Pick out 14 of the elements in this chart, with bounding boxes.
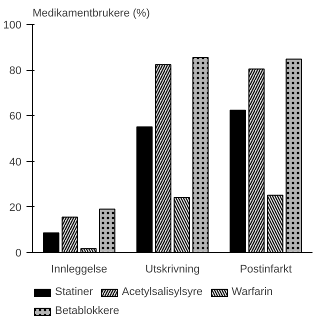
y-tick-label: 40 [9, 156, 22, 168]
x-tick-label: Postinfarkt [240, 264, 292, 276]
y-tick-label: 60 [9, 110, 22, 123]
y-axis-title: Medikamentbrukere (%) [32, 8, 150, 20]
legend-label: Betablokkere [55, 305, 120, 317]
y-tick-label: 20 [9, 202, 22, 214]
y-tick-label: 100 [3, 20, 22, 32]
x-tick-label: Innleggelse [51, 264, 108, 276]
y-tick-label: 80 [9, 65, 22, 78]
legend-label: Acetylsalisylsyre [122, 286, 203, 298]
y-tick-label: 0 [15, 248, 22, 260]
legend-label: Statiner [55, 286, 93, 298]
x-tick-label: Utskrivning [145, 264, 200, 276]
legend-label: Warfarin [232, 286, 273, 298]
